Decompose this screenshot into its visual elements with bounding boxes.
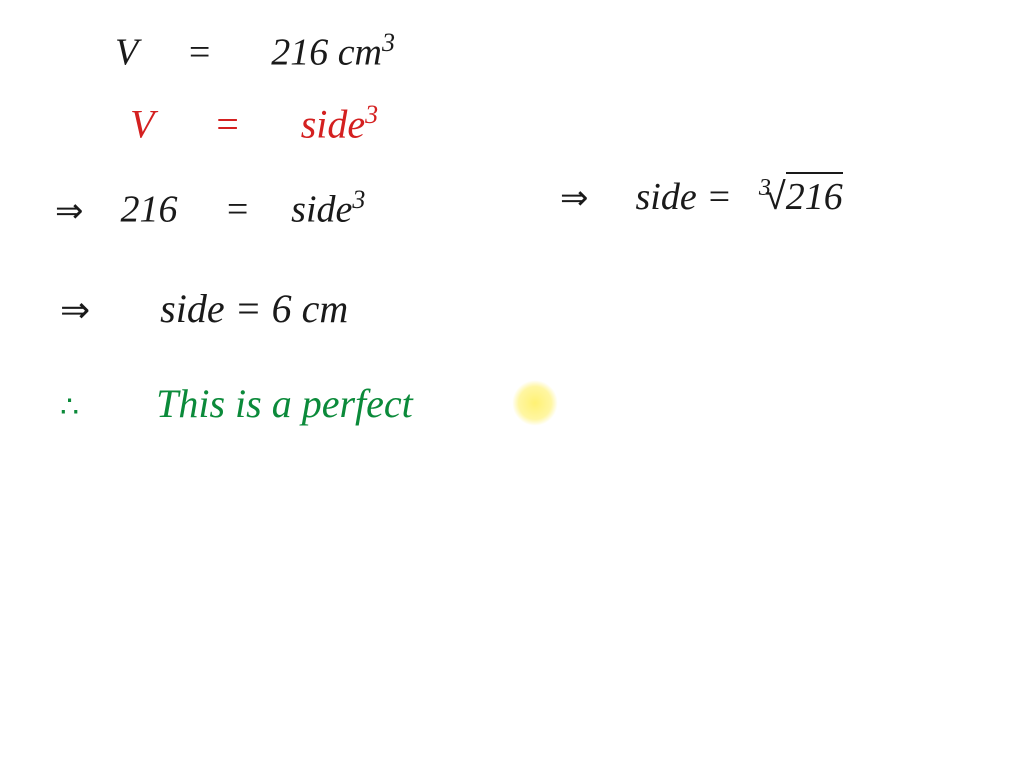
math-value: 216 cm <box>271 32 382 74</box>
line-3-left: ⇒ 216 = side3 <box>55 185 365 232</box>
math-side: side <box>291 189 352 231</box>
conclusion-text: This is a perfect <box>156 381 413 426</box>
line-3-right: ⇒ side = 3√216 <box>560 175 843 219</box>
math-sup: 3 <box>365 100 378 129</box>
cursor-highlight <box>512 380 558 426</box>
root-arg: 216 <box>786 172 843 218</box>
line-5: ∴ This is a perfect <box>60 380 413 427</box>
handwriting-canvas: V = 216 cm3 V = side3 ⇒ 216 = side3 ⇒ si… <box>0 0 1024 768</box>
math-lhs: 216 <box>121 189 178 231</box>
line-2: V = side3 <box>130 100 378 147</box>
line-1: V = 216 cm3 <box>115 28 395 75</box>
math-eq: = <box>225 189 251 231</box>
math-eq: = <box>187 32 213 74</box>
math-side: side <box>301 101 365 146</box>
implies-arrow: ⇒ <box>55 191 84 231</box>
math-sup: 3 <box>352 185 365 214</box>
implies-arrow: ⇒ <box>560 178 589 218</box>
math-v: V <box>130 101 154 146</box>
therefore-symbol: ∴ <box>60 391 81 424</box>
math-sup: 3 <box>382 28 395 57</box>
line-4: ⇒ side = 6 cm <box>60 285 348 332</box>
math-side-eq: side = <box>636 176 732 218</box>
math-v: V <box>115 32 138 74</box>
implies-arrow: ⇒ <box>60 289 90 331</box>
math-result: side = 6 cm <box>160 286 348 331</box>
math-eq: = <box>214 101 241 146</box>
root-symbol: √ <box>765 176 786 218</box>
